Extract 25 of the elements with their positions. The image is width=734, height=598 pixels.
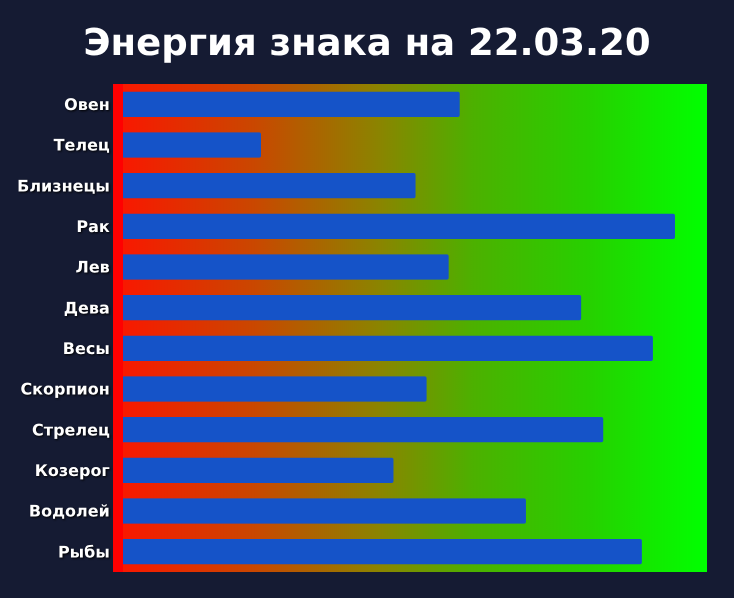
y-tick-label: Близнецы	[17, 176, 110, 196]
bar	[123, 539, 642, 564]
y-tick-label: Козерог	[34, 460, 110, 480]
bar	[123, 498, 526, 524]
y-tick-label: Рыбы	[58, 542, 110, 562]
bar	[123, 295, 582, 320]
y-tick-label: Рак	[76, 216, 110, 236]
bar	[123, 173, 416, 198]
bar	[123, 254, 449, 280]
bar	[123, 376, 427, 402]
y-tick-label: Весы	[62, 338, 110, 358]
bar	[123, 132, 261, 158]
y-tick-label: Водолей	[28, 502, 110, 521]
y-tick-label: Стрелец	[32, 420, 110, 440]
bar	[123, 214, 675, 239]
bar	[123, 458, 394, 483]
bar	[123, 336, 653, 361]
y-tick-label: Овен	[64, 94, 110, 114]
y-tick-label: Скорпион	[20, 380, 110, 399]
chart-title: Энергия знака на 22.03.20	[83, 20, 651, 64]
y-tick-label: Дева	[64, 298, 110, 318]
bar	[123, 417, 604, 442]
y-tick-label: Телец	[54, 136, 110, 155]
bar	[123, 92, 460, 117]
y-tick-label: Лев	[76, 258, 110, 277]
